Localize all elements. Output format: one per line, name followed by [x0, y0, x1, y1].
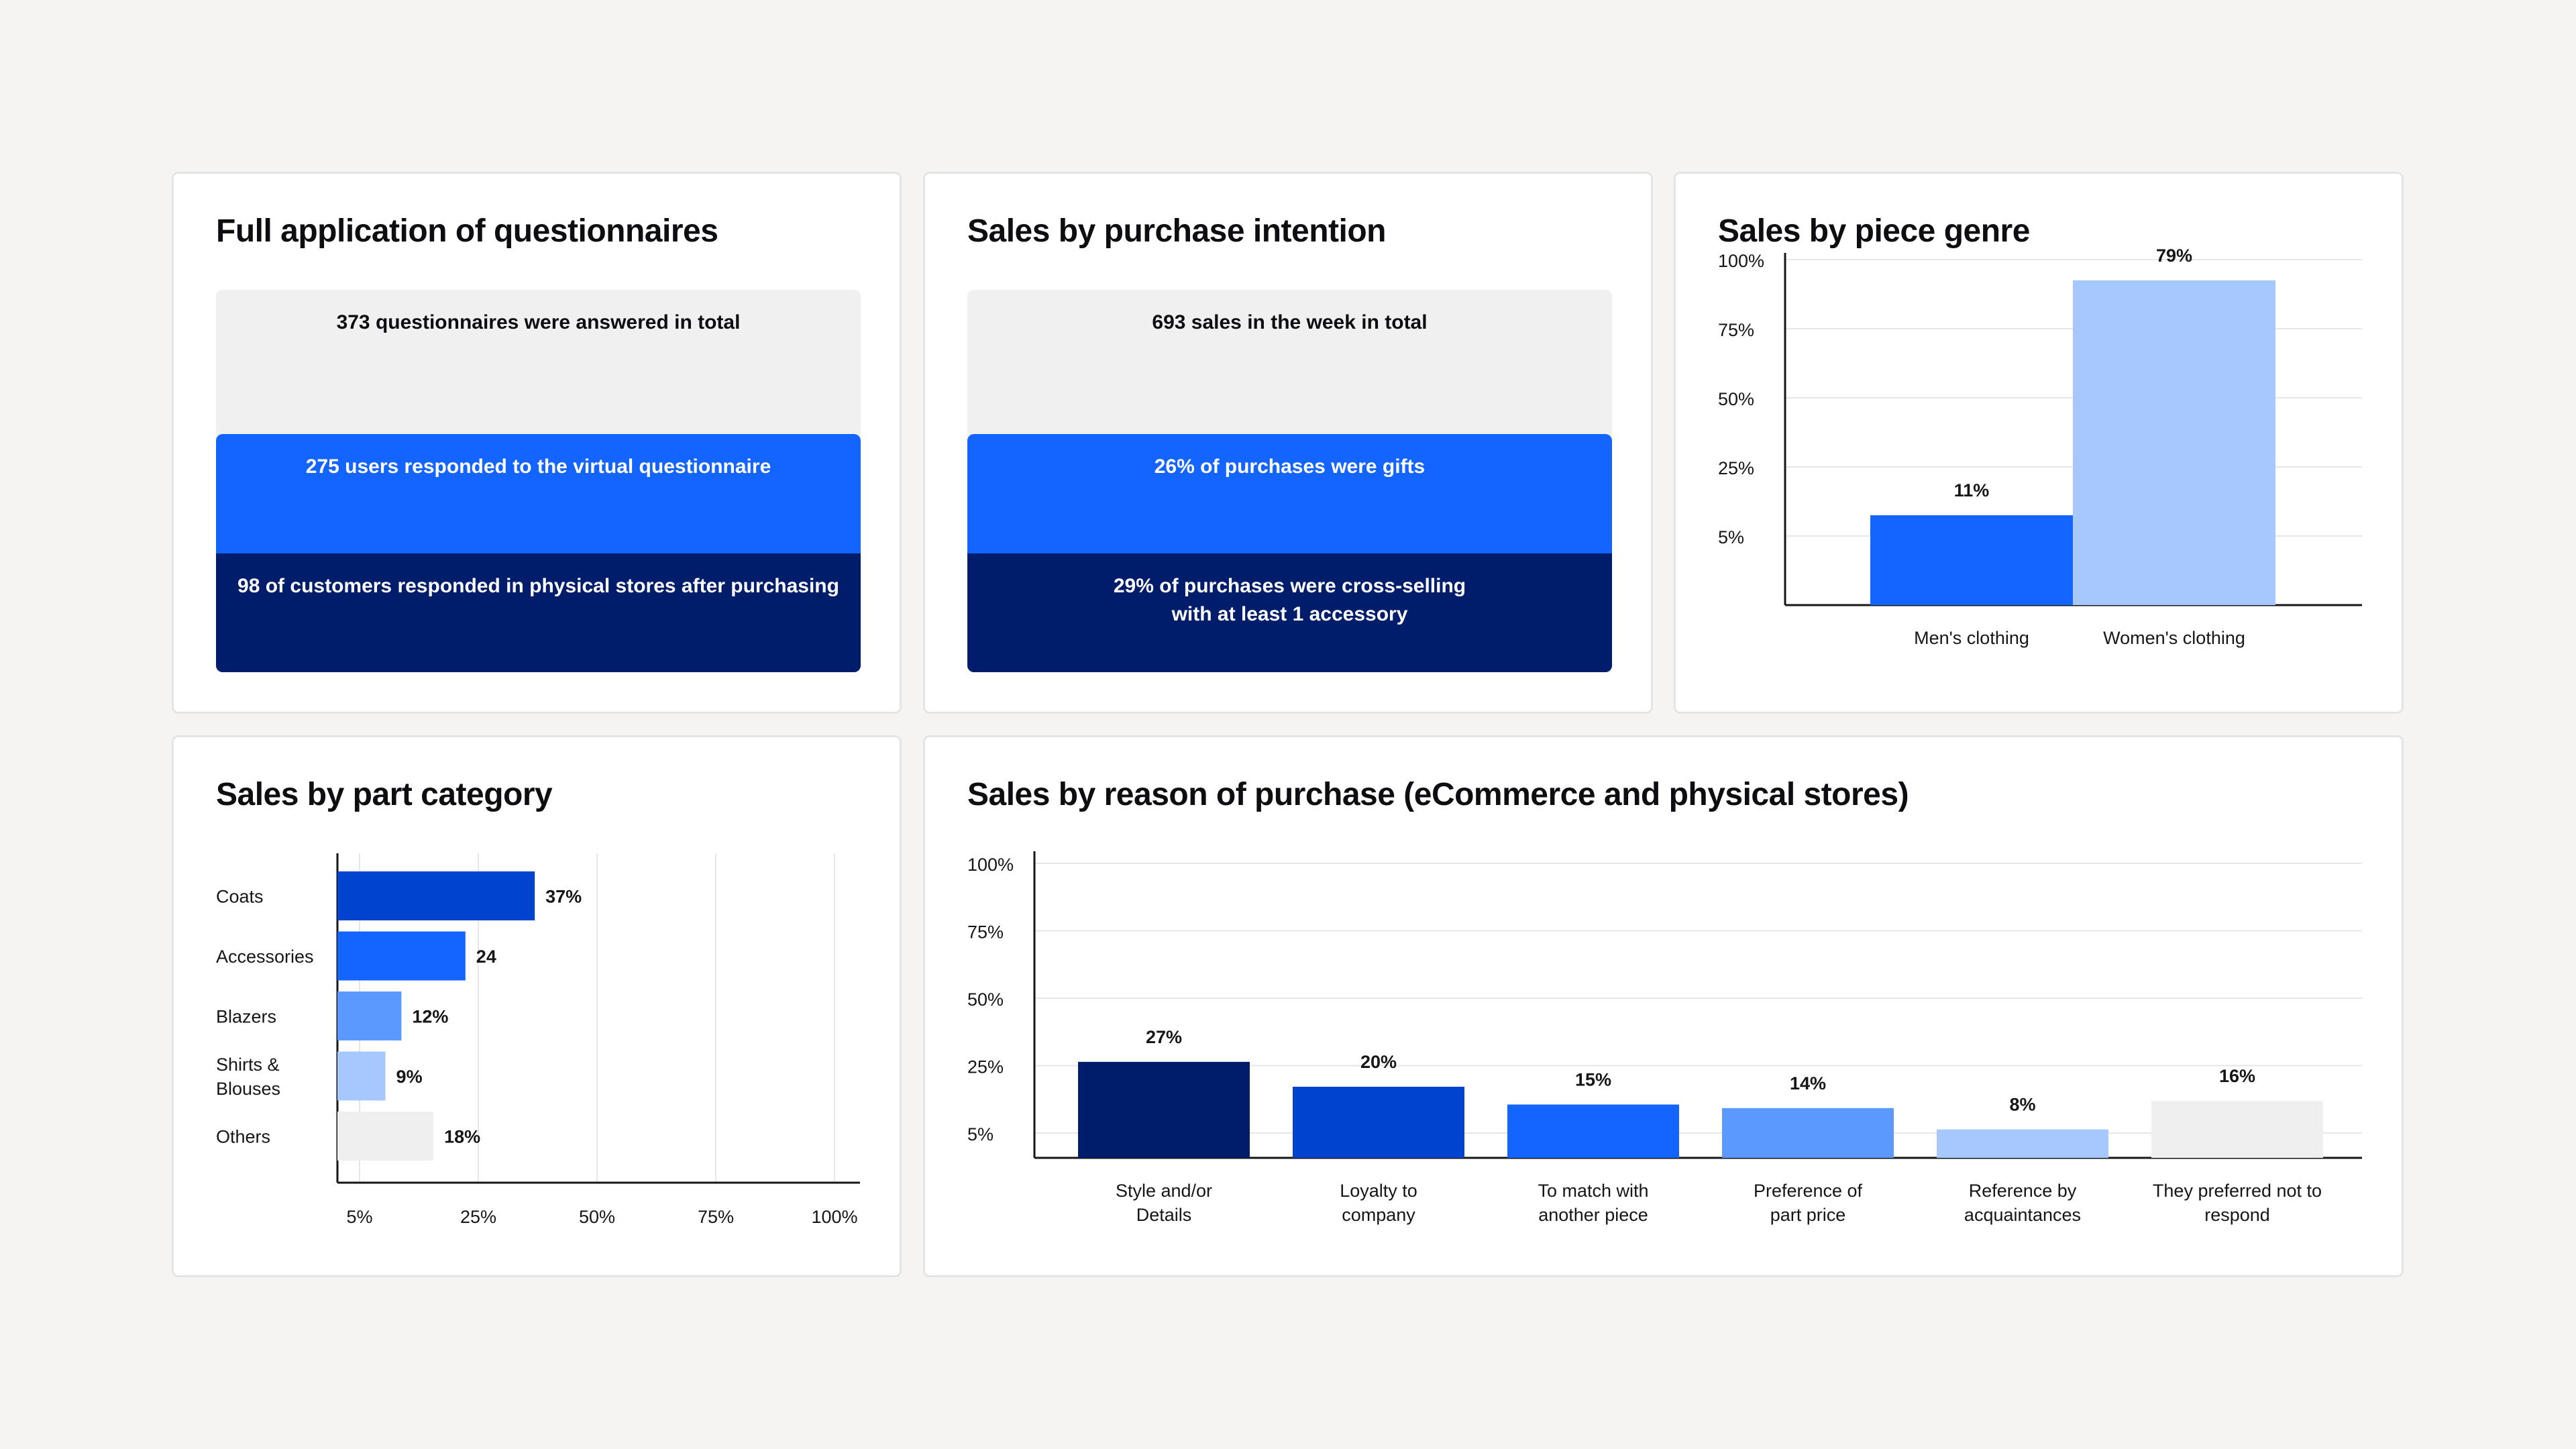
- intention-card: Sales by purchase intention 693 sales in…: [923, 172, 1653, 714]
- reason-bar: [1722, 1108, 1894, 1158]
- reason-category-label: They preferred not to respond: [2153, 1181, 2322, 1225]
- reason-ytick-label: 75%: [967, 922, 1004, 943]
- category-label: Others: [216, 1127, 270, 1147]
- genre-ytick-label: 50%: [1718, 389, 1754, 409]
- reason-category-label: Style and/or Details: [1116, 1181, 1212, 1225]
- reason-ytick-label: 100%: [967, 855, 1014, 875]
- genre-ytick-label: 5%: [1718, 527, 1744, 547]
- reason-value-label: 14%: [1790, 1073, 1826, 1093]
- category-label: Accessories: [216, 947, 314, 967]
- genre-chart: 5% 25% 50% 75% 100% 11% Men's clothing 79% Women…: [1718, 246, 2362, 648]
- questionnaires-title: Full application of questionnaires: [216, 213, 718, 249]
- funnel-layer-cross-selling: 29% of purchases were cross-selling with…: [967, 553, 1612, 672]
- reason-chart: 5% 25% 50% 75% 100% 27% Style and/or Details 20%…: [967, 851, 2362, 1225]
- category-xtick-label: 5%: [346, 1207, 372, 1227]
- reason-category-label: Preference of part price: [1754, 1181, 1863, 1225]
- category-value-label: 37%: [545, 887, 582, 907]
- reason-bar: [1507, 1104, 1679, 1158]
- reason-category-label: To match with another piece: [1538, 1181, 1648, 1225]
- reason-category-label: Loyalty to company: [1340, 1181, 1417, 1225]
- reason-card: Sales by reason of purchase (eCommerce a…: [923, 735, 2404, 1277]
- genre-ytick-label: 75%: [1718, 320, 1754, 340]
- questionnaires-card: Full application of questionnaires 373 q…: [172, 172, 902, 714]
- category-xtick-label: 100%: [811, 1207, 857, 1227]
- category-bar: [337, 991, 402, 1040]
- genre-bar: [1870, 515, 2073, 605]
- reason-category-label: Reference by acquaintances: [1964, 1181, 2081, 1225]
- category-xtick-label: 75%: [698, 1207, 734, 1227]
- reason-bar: [2151, 1101, 2323, 1158]
- reason-value-label: 16%: [2219, 1066, 2255, 1086]
- funnel-layer-physical: 98 of customers responded in physical st…: [216, 553, 861, 672]
- genre-value-label: 79%: [2156, 246, 2192, 266]
- category-card: Sales by part category 5% 25% 50% 75% 100% 37…: [172, 735, 902, 1277]
- category-label: Blazers: [216, 1007, 276, 1027]
- genre-ytick-label: 100%: [1718, 251, 1764, 271]
- genre-category-label: Men's clothing: [1914, 628, 2029, 648]
- reason-value-label: 20%: [1360, 1052, 1397, 1072]
- genre-card: Sales by piece genre 5% 25% 50% 75% 100% 11% M…: [1674, 172, 2404, 714]
- reason-ytick-label: 5%: [967, 1124, 994, 1144]
- category-label: Shirts & Blouses: [216, 1055, 280, 1099]
- reason-bar: [1078, 1061, 1250, 1158]
- questionnaires-funnel: 373 questionnaires were answered in tota…: [216, 290, 861, 672]
- reason-value-label: 8%: [2009, 1095, 2035, 1115]
- reason-bar: [1293, 1087, 1464, 1158]
- reason-bar: [1937, 1129, 2108, 1158]
- category-value-label: 12%: [412, 1007, 448, 1027]
- genre-title: Sales by piece genre: [1718, 213, 2030, 249]
- category-value-label: 18%: [444, 1127, 480, 1147]
- reason-value-label: 27%: [1146, 1027, 1182, 1047]
- reason-ytick-label: 50%: [967, 989, 1004, 1010]
- genre-category-label: Women's clothing: [2103, 628, 2245, 648]
- intention-title: Sales by purchase intention: [967, 213, 1387, 249]
- category-bar: [337, 871, 535, 920]
- category-xtick-label: 50%: [579, 1207, 615, 1227]
- category-label: Coats: [216, 887, 264, 907]
- category-bar: [337, 931, 466, 981]
- reason-ytick-label: 25%: [967, 1057, 1004, 1077]
- genre-bar: [2073, 280, 2275, 605]
- category-title: Sales by part category: [216, 777, 553, 812]
- intention-funnel: 693 sales in the week in total 26% of pu…: [967, 290, 1612, 672]
- reason-value-label: 15%: [1575, 1070, 1611, 1090]
- category-bar: [337, 1112, 434, 1161]
- reason-title: Sales by reason of purchase (eCommerce a…: [967, 777, 1909, 812]
- category-value-label: 9%: [396, 1067, 423, 1087]
- category-value-label: 24: [476, 947, 496, 967]
- category-bar: [337, 1051, 386, 1101]
- category-xtick-label: 25%: [460, 1207, 496, 1227]
- genre-value-label: 11%: [1954, 480, 1990, 500]
- category-chart: 5% 25% 50% 75% 100% 37% Coats 24 Accessories 12% B…: [216, 853, 860, 1227]
- genre-ytick-label: 25%: [1718, 458, 1754, 478]
